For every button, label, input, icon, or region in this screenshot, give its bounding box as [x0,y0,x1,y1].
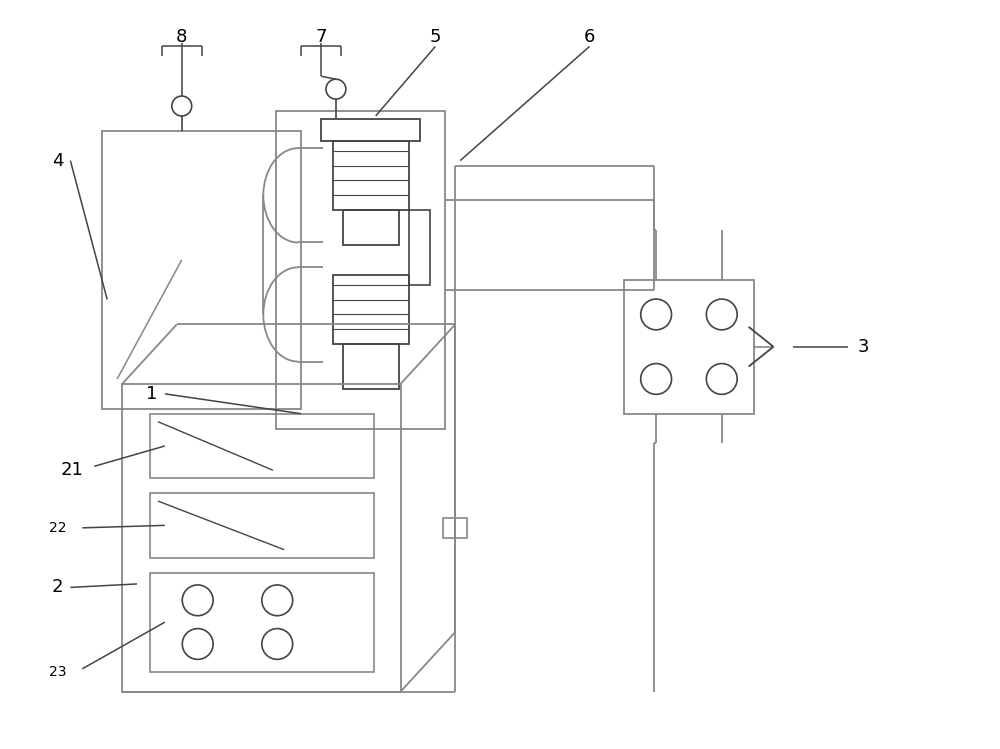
Bar [343,345,399,389]
Bar [443,518,467,538]
Bar [333,141,409,210]
Bar [624,279,754,413]
Circle shape [706,299,737,330]
Bar [409,210,430,285]
Circle shape [172,96,192,116]
Bar [150,572,374,672]
Bar [122,384,401,691]
Bar [150,493,374,558]
Bar [333,275,409,345]
Text: 7: 7 [315,28,327,46]
Text: 22: 22 [49,521,66,535]
Text: 21: 21 [61,461,84,479]
Circle shape [326,79,346,99]
Text: 1: 1 [146,385,158,403]
Bar [343,210,399,245]
Circle shape [262,585,293,616]
Bar [276,111,445,428]
Text: 2: 2 [52,578,63,596]
Circle shape [641,363,672,395]
Text: 8: 8 [176,28,187,46]
Bar [150,413,374,478]
Bar [321,119,420,141]
Text: 3: 3 [857,338,869,356]
Circle shape [262,628,293,659]
Text: 6: 6 [584,28,595,46]
Bar [102,131,301,409]
Text: 23: 23 [49,665,66,679]
Circle shape [706,363,737,395]
Circle shape [182,628,213,659]
Text: 4: 4 [52,151,63,169]
Circle shape [641,299,672,330]
Text: 5: 5 [430,28,441,46]
Circle shape [182,585,213,616]
